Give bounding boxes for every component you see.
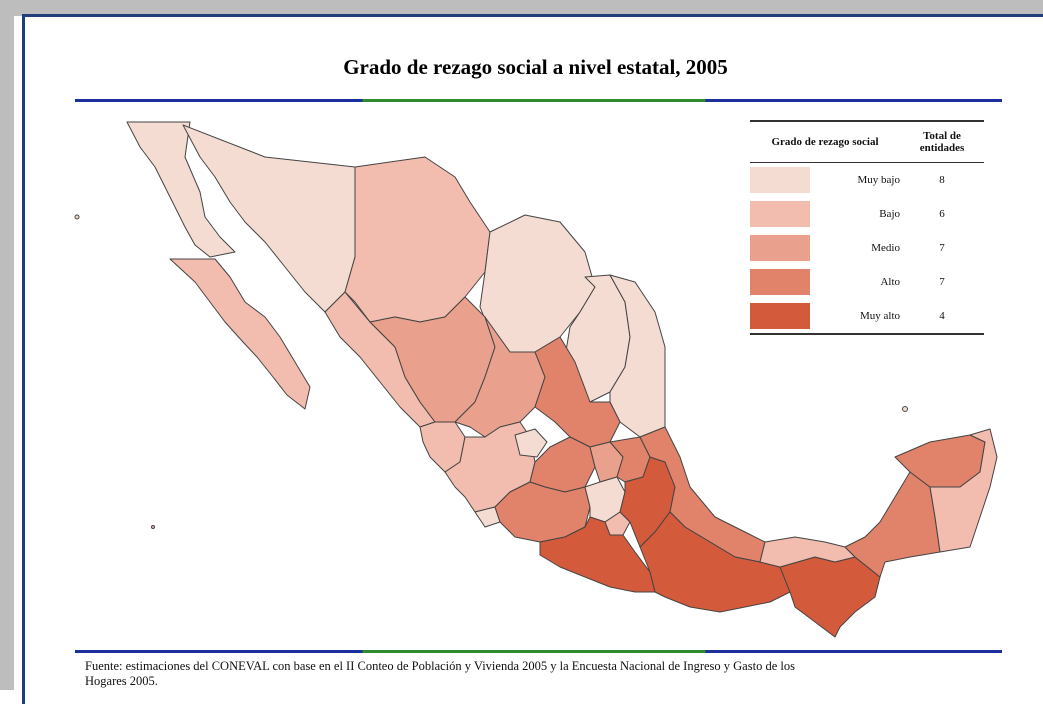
legend-header: Grado de rezago social Total de entidade…: [750, 122, 984, 163]
source-line-2: Hogares 2005.: [85, 674, 158, 688]
state-baja-california-sur: [169, 258, 311, 410]
state-tabasco: [759, 536, 856, 568]
map-title: Grado de rezago social a nivel estatal, …: [343, 55, 728, 79]
legend-label: Medio: [871, 242, 900, 254]
legend-top-rule: [750, 120, 984, 122]
footer-divider: [75, 650, 1002, 653]
legend-count: 7: [939, 242, 945, 254]
legend-table: Grado de rezago social Total de entidade…: [750, 120, 984, 335]
frame-shadow-top: [0, 0, 1043, 16]
legend-count: 6: [939, 208, 945, 220]
legend-swatch: [750, 303, 810, 329]
legend-header-count-line1: Total de: [923, 130, 961, 142]
state-quintana-roo: [929, 428, 998, 553]
source-line-1: Fuente: estimaciones del CONEVAL con bas…: [85, 659, 795, 673]
legend-count: 7: [939, 276, 945, 288]
legend-header-category: Grado de rezago social: [771, 136, 879, 148]
legend-swatch: [750, 269, 810, 295]
frame-shadow-left: [0, 0, 14, 690]
legend-label: Muy alto: [859, 310, 900, 322]
legend-row: Bajo 6: [750, 197, 984, 231]
mexico-map: [74, 121, 998, 638]
legend-header-count-line2: entidades: [919, 142, 965, 154]
legend-bottom-rule: [750, 333, 984, 335]
map-card: Grado de rezago social a nivel estatal, …: [22, 14, 1043, 704]
legend-swatch: [750, 167, 810, 193]
legend-row: Alto 7: [750, 265, 984, 299]
legend-label: Muy bajo: [857, 174, 900, 186]
legend-swatch: [750, 235, 810, 261]
legend-row: Muy bajo 8: [750, 163, 984, 197]
title-divider: [75, 99, 1002, 102]
legend-header-count: Total de entidades: [900, 130, 984, 154]
state-chiapas: [779, 556, 881, 638]
legend-row: Muy alto 4: [750, 299, 984, 333]
island-guadalupe: [74, 214, 80, 220]
island-cozumel: [902, 406, 908, 412]
state-guerrero: [539, 516, 656, 593]
legend-label: Bajo: [879, 208, 900, 220]
legend-row: Medio 7: [750, 231, 984, 265]
source-note: Fuente: estimaciones del CONEVAL con bas…: [85, 659, 965, 689]
legend-count: 4: [939, 310, 945, 322]
legend-count: 8: [939, 174, 945, 186]
state-aguascalientes: [514, 428, 548, 458]
island-revillagigedo: [151, 525, 155, 529]
legend-label: Alto: [880, 276, 900, 288]
legend-swatch: [750, 201, 810, 227]
state-tamaulipas: [609, 274, 666, 438]
state-chihuahua: [344, 156, 491, 323]
state-baja-california: [126, 121, 236, 258]
